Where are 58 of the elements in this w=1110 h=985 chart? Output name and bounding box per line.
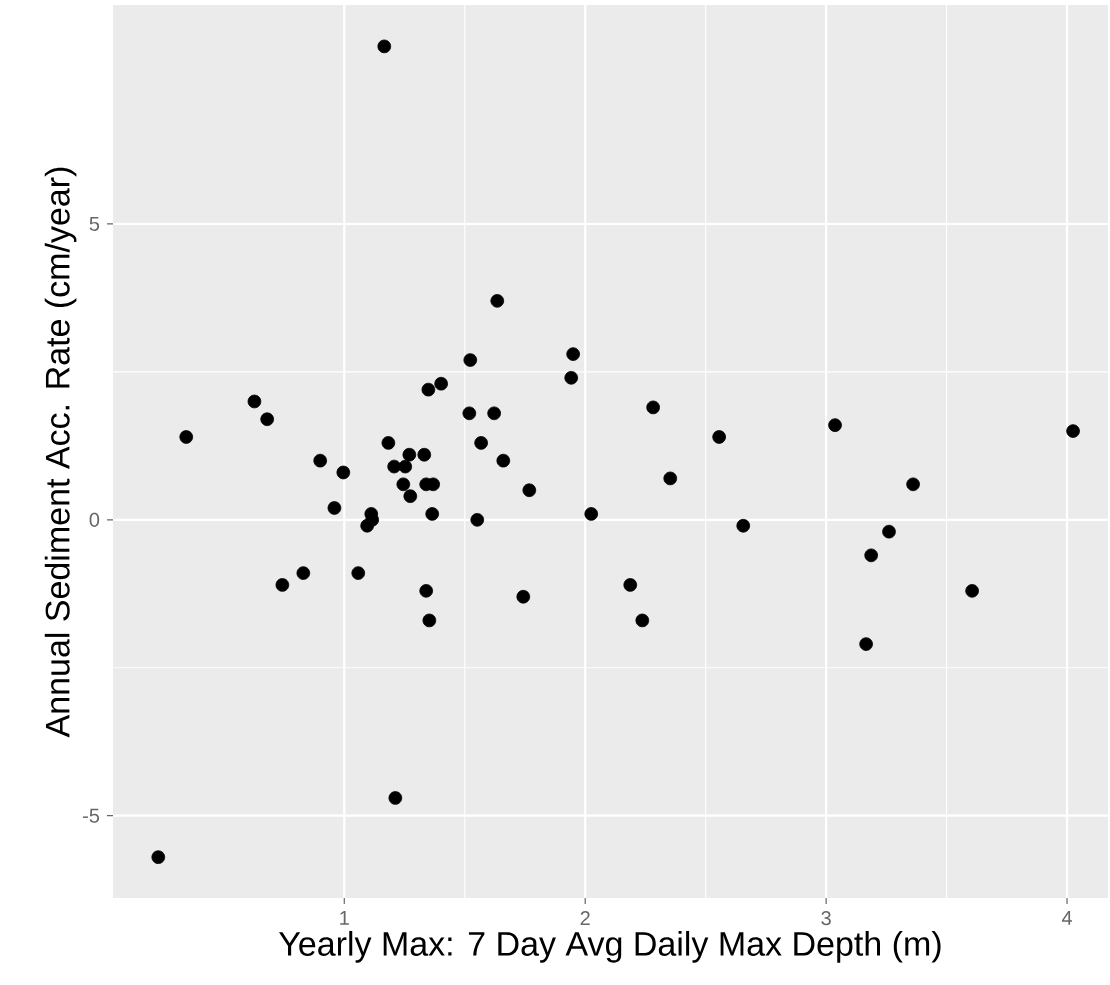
- point: [663, 471, 678, 486]
- point: [828, 418, 842, 432]
- point: [470, 513, 485, 527]
- point: [151, 850, 166, 864]
- point: [635, 613, 650, 628]
- point: [564, 371, 579, 385]
- point: [496, 453, 511, 468]
- point: [906, 477, 920, 492]
- point: [736, 518, 751, 533]
- point: [462, 406, 477, 421]
- point: [584, 507, 599, 521]
- point: [623, 578, 638, 592]
- x-tick-label: 1: [340, 911, 349, 925]
- x-tick-label: 2: [580, 911, 590, 926]
- point: [516, 589, 531, 604]
- x-tick-label: 3: [821, 911, 831, 926]
- point: [712, 430, 726, 444]
- point: [260, 412, 274, 427]
- y-axis-title: Annual Sediment Acc. Rate (cm/year): [44, 167, 77, 738]
- point: [646, 400, 660, 415]
- x-tick-label: 4: [1061, 911, 1073, 925]
- point: [179, 430, 194, 444]
- point: [882, 524, 896, 539]
- point: [474, 436, 488, 450]
- point: [425, 507, 440, 521]
- point: [487, 406, 501, 421]
- point: [247, 394, 262, 409]
- point: [859, 637, 873, 651]
- x-axis-title: Yearly Max: 7 Day Avg Daily Max Depth (m): [279, 930, 941, 963]
- point: [381, 436, 396, 450]
- y-tick-label: 0: [89, 512, 100, 527]
- point: [566, 347, 580, 361]
- point: [388, 791, 403, 805]
- y-tick-label: 5: [89, 216, 100, 231]
- point: [275, 578, 290, 592]
- point: [402, 447, 417, 462]
- point: [965, 584, 979, 598]
- point: [396, 477, 411, 492]
- point: [490, 294, 505, 308]
- point: [422, 613, 437, 628]
- y-tick-label: -5: [83, 808, 100, 823]
- point: [864, 548, 878, 563]
- point: [377, 39, 392, 54]
- point: [351, 566, 366, 580]
- point: [522, 483, 537, 498]
- point: [403, 489, 418, 503]
- point: [1066, 424, 1080, 438]
- point: [434, 376, 448, 391]
- point: [417, 447, 432, 462]
- point: [463, 353, 478, 367]
- point: [398, 459, 413, 474]
- point: [336, 465, 351, 480]
- point: [313, 453, 327, 468]
- point: [296, 566, 311, 580]
- point: [327, 501, 342, 515]
- point: [360, 518, 374, 533]
- point: [419, 584, 433, 598]
- point: [421, 382, 436, 397]
